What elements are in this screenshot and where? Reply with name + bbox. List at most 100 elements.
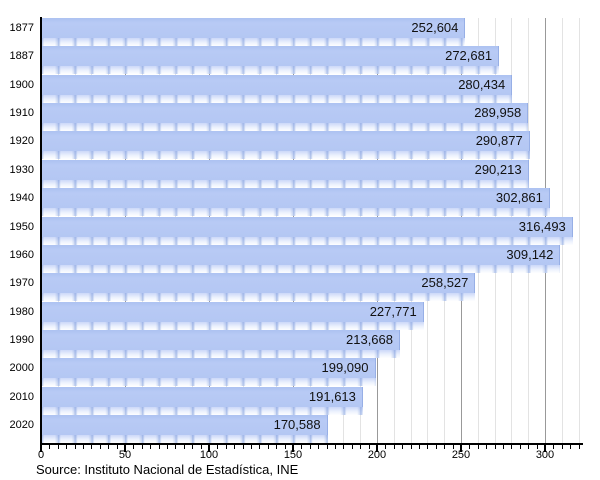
bar-value-label: 316,493 — [518, 218, 566, 234]
x-minor-tick — [74, 445, 76, 449]
source-text: Source: Instituto Nacional de Estadístic… — [36, 462, 299, 477]
bar-value-label: 290,877 — [475, 133, 523, 149]
x-minor-tick — [57, 445, 59, 449]
bar-reflection — [41, 151, 530, 160]
x-tick-label: 0 — [37, 449, 45, 461]
y-axis-line — [40, 17, 42, 444]
x-tick-label: 150 — [283, 449, 303, 461]
x-minor-tick — [335, 445, 336, 449]
x-minor-tick — [570, 445, 572, 449]
y-axis-label: 1990 — [9, 333, 34, 346]
x-minor-tick — [435, 445, 437, 449]
y-axis-label: 1940 — [9, 192, 34, 205]
bar: 280,434 — [41, 74, 513, 95]
bar: 309,142 — [41, 244, 561, 265]
x-minor-tick — [477, 445, 479, 449]
bar-reflection — [41, 406, 363, 415]
x-minor-tick — [175, 445, 177, 449]
x-axis-line — [40, 443, 583, 445]
bar-reflection — [41, 38, 466, 46]
x-minor-tick — [410, 445, 412, 449]
x-tick-label: 200 — [367, 449, 387, 461]
bar-reflection — [41, 264, 561, 273]
y-axis-label: 1960 — [9, 248, 34, 261]
x-minor-tick — [167, 445, 168, 449]
x-minor-tick — [99, 445, 101, 449]
x-minor-tick — [393, 445, 395, 449]
bar-reflection — [41, 66, 500, 75]
x-major-tick — [292, 445, 294, 452]
x-minor-tick — [183, 445, 185, 449]
bar: 213,668 — [41, 329, 400, 350]
y-axis-label: 2020 — [9, 418, 34, 431]
x-minor-tick — [444, 445, 446, 449]
bar: 290,213 — [41, 159, 529, 180]
bar-reflection — [41, 236, 573, 245]
x-tick-label: 250 — [451, 449, 471, 461]
bar: 290,877 — [41, 131, 530, 152]
x-major-tick — [460, 445, 462, 452]
x-minor-tick — [66, 445, 68, 449]
bar-reflection — [41, 434, 328, 443]
bar: 227,771 — [41, 301, 424, 322]
plot-area: 252,604 272,681 280,434 289,958 290,877 290,2… — [41, 18, 581, 443]
x-minor-tick — [133, 445, 135, 449]
y-axis-label: 1930 — [9, 163, 34, 176]
x-major-tick — [40, 445, 42, 452]
x-minor-tick — [427, 445, 429, 449]
bar: 191,613 — [41, 386, 363, 407]
x-minor-tick — [326, 445, 328, 449]
x-minor-tick — [519, 445, 521, 449]
bar: 252,604 — [41, 18, 466, 38]
bar-value-label: 170,588 — [273, 416, 321, 432]
minor-gridline — [578, 18, 580, 443]
bar-value-label: 258,527 — [421, 275, 469, 291]
bar-value-label: 252,604 — [411, 20, 459, 35]
x-minor-tick — [49, 445, 51, 449]
bar-reflection — [41, 321, 424, 330]
bar: 289,958 — [41, 103, 529, 124]
x-minor-tick — [141, 445, 143, 449]
y-axis-label: 1950 — [9, 220, 34, 233]
x-minor-tick — [561, 445, 563, 449]
x-minor-tick — [234, 445, 236, 449]
x-minor-tick — [503, 445, 504, 449]
x-minor-tick — [259, 445, 261, 449]
x-minor-tick — [225, 445, 227, 449]
x-minor-tick — [368, 445, 370, 449]
x-minor-tick — [494, 445, 496, 449]
bar-value-label: 227,771 — [369, 303, 417, 319]
x-major-tick — [208, 445, 210, 452]
x-minor-tick — [83, 445, 84, 449]
x-minor-tick — [360, 445, 362, 449]
y-axis-label: 1970 — [9, 277, 34, 290]
x-major-tick — [544, 445, 546, 452]
bar: 170,588 — [41, 414, 328, 435]
y-axis-label: 1920 — [9, 135, 34, 148]
bar: 302,861 — [41, 188, 550, 209]
y-axis-label: 1887 — [9, 50, 34, 63]
x-minor-tick — [528, 445, 530, 449]
x-minor-tick — [343, 445, 345, 449]
bar-value-label: 289,958 — [474, 105, 522, 121]
x-major-tick — [376, 445, 378, 452]
x-tick-label: 100 — [199, 449, 219, 461]
x-minor-tick — [116, 445, 118, 449]
y-axis-label: 1910 — [9, 107, 34, 120]
x-minor-tick — [150, 445, 152, 449]
x-minor-tick — [553, 445, 555, 449]
x-minor-tick — [158, 445, 160, 449]
bar-value-label: 309,142 — [506, 246, 554, 262]
x-minor-tick — [217, 445, 219, 449]
x-minor-tick — [251, 445, 252, 449]
y-axis-label: 1900 — [9, 78, 34, 91]
x-minor-tick — [318, 445, 320, 449]
x-minor-tick — [578, 445, 580, 449]
bar-value-label: 199,090 — [321, 360, 369, 376]
bar: 199,090 — [41, 358, 376, 379]
bar-value-label: 191,613 — [308, 388, 356, 404]
bar-reflection — [41, 378, 376, 387]
bar-value-label: 280,434 — [458, 76, 506, 92]
x-minor-tick — [486, 445, 488, 449]
